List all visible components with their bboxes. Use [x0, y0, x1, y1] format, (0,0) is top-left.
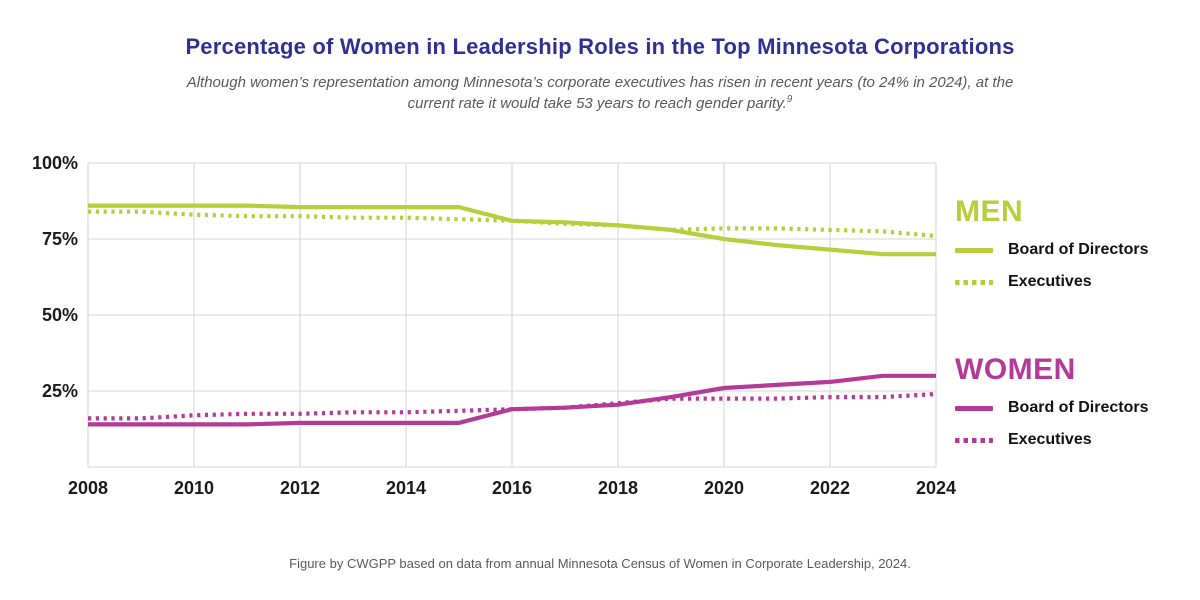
x-tick-label: 2020 [703, 478, 745, 498]
line-chart-plot-area [87, 162, 937, 468]
legend-women-executives-label: Executives [1008, 431, 1092, 448]
chart-title: Percentage of Women in Leadership Roles … [185, 34, 1015, 59]
men-board-solid-line-swatch [955, 247, 993, 253]
legend-women: WOMEN Board of Directors Executives [955, 355, 1195, 449]
figure-caption: Figure by CWGPP based on data from annua… [289, 556, 911, 571]
x-tick-label: 2022 [809, 478, 851, 498]
x-tick-label: 2012 [279, 478, 321, 498]
legend-women-heading: WOMEN [955, 353, 1076, 386]
y-tick-label: 25% [41, 381, 78, 401]
men-executives-dotted-line-swatch [955, 279, 993, 285]
chart-subtitle: Although women’s representation among Mi… [100, 72, 1100, 114]
subtitle-line1: Although women’s representation among Mi… [186, 74, 1014, 91]
x-tick-label: 2024 [915, 478, 957, 498]
series-line-women-executives [88, 391, 937, 421]
legend-men-board-row: Board of Directors [955, 241, 1195, 259]
y-tick-label: 75% [41, 229, 78, 249]
women-board-solid-line-swatch [955, 405, 993, 411]
legend-women-board-row: Board of Directors [955, 399, 1195, 417]
legend-men-executives-label: Executives [1008, 273, 1092, 290]
y-tick-label: 100% [31, 153, 78, 173]
x-tick-label: 2014 [385, 478, 427, 498]
legend-men: MEN Board of Directors Executives [955, 197, 1195, 291]
x-tick-label: 2018 [597, 478, 639, 498]
series-line-men-executives [88, 209, 937, 239]
x-tick-label: 2016 [491, 478, 533, 498]
x-tick-label: 2010 [173, 478, 215, 498]
subtitle-line2: current rate it would take 53 years to r… [407, 95, 787, 112]
women-executives-dotted-line-swatch [955, 437, 993, 443]
legend-women-board-label: Board of Directors [1008, 399, 1149, 416]
legend-women-executives-row: Executives [955, 431, 1195, 449]
legend-men-executives-row: Executives [955, 273, 1195, 291]
y-tick-label: 50% [41, 305, 78, 325]
footnote-marker: 9 [786, 94, 793, 105]
legend-men-board-label: Board of Directors [1008, 241, 1149, 258]
legend-men-heading: MEN [955, 195, 1024, 228]
x-tick-label: 2008 [67, 478, 109, 498]
